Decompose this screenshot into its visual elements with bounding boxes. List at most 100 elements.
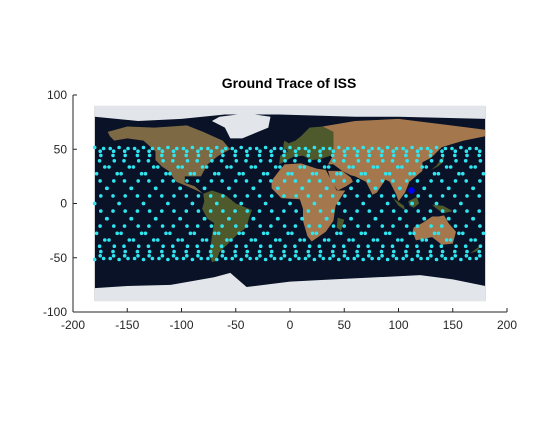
trace-point: [208, 249, 213, 254]
trace-point: [160, 224, 165, 228]
trace-point: [464, 149, 469, 153]
trace-point: [269, 224, 273, 228]
trace-point: [294, 153, 298, 158]
trace-point: [367, 209, 372, 213]
x-tick-label: -150: [115, 318, 139, 332]
trace-point: [290, 171, 294, 176]
trace-point: [293, 244, 297, 248]
trace-point: [283, 244, 287, 248]
trace-point: [381, 244, 385, 248]
trace-point: [429, 244, 434, 248]
trace-point: [172, 209, 176, 213]
trace-point: [440, 194, 445, 198]
trace-point: [307, 224, 311, 228]
trace-point: [244, 244, 248, 248]
current-position-layer: [408, 187, 415, 194]
trace-point: [298, 165, 302, 169]
arabia: [328, 170, 353, 191]
trace-point: [265, 171, 270, 176]
trace-point: [359, 171, 364, 176]
trace-point: [254, 256, 259, 261]
trace-point: [261, 171, 266, 176]
trace-point: [103, 165, 107, 169]
trace-point: [440, 149, 444, 153]
trace-point: [161, 159, 165, 163]
trace-point: [161, 244, 165, 248]
trace-point: [324, 216, 329, 221]
trace-point: [273, 165, 278, 169]
trace-point: [306, 194, 311, 198]
trace-point: [425, 146, 430, 151]
trace-point: [123, 153, 127, 158]
trace-point: [330, 153, 335, 158]
trace-point: [219, 159, 224, 163]
trace-point: [171, 149, 176, 153]
trace-point: [257, 209, 262, 213]
trace-point: [448, 165, 453, 169]
trace-point: [478, 244, 483, 248]
trace-point: [404, 254, 409, 258]
trace-point: [318, 249, 323, 254]
trace-point: [318, 254, 322, 258]
trace-point: [108, 256, 112, 261]
trace-point: [172, 194, 176, 198]
trace-point: [342, 224, 347, 228]
trace-point: [371, 165, 376, 169]
trace-point: [111, 149, 116, 153]
trace-point: [147, 194, 152, 198]
trace-point: [322, 165, 327, 169]
trace-point: [293, 224, 298, 228]
trace-point: [390, 159, 395, 163]
trace-point: [166, 201, 170, 206]
trace-point: [349, 216, 353, 221]
trace-point: [229, 165, 233, 169]
trace-point: [343, 209, 347, 213]
trace-point: [245, 153, 250, 158]
trace-point: [331, 149, 336, 153]
trace-point: [157, 256, 161, 261]
trace-point: [115, 231, 119, 236]
trace-point: [216, 231, 221, 236]
trace-point: [154, 216, 158, 221]
trace-point: [461, 171, 465, 176]
trace-point: [408, 171, 412, 176]
trace-point: [355, 254, 360, 258]
trace-point: [428, 153, 433, 158]
trace-point: [196, 149, 200, 153]
trace-point: [257, 249, 262, 254]
trace-point: [412, 171, 416, 176]
trace-point: [332, 244, 336, 248]
trace-point: [131, 238, 136, 242]
trace-point: [216, 171, 221, 176]
trace-point: [404, 249, 408, 254]
trace-point: [272, 146, 277, 151]
trace-point: [248, 146, 252, 151]
trace-point: [115, 171, 119, 176]
iss-current-position-marker: [408, 187, 415, 194]
trace-point: [420, 238, 425, 242]
trace-point: [160, 194, 164, 198]
trace-point: [380, 254, 384, 258]
trace-point: [361, 201, 366, 206]
trace-point: [135, 153, 140, 158]
trace-point: [204, 165, 209, 169]
trace-point: [160, 209, 164, 213]
trace-point: [405, 244, 410, 248]
trace-point: [117, 145, 121, 150]
trace-point: [184, 249, 188, 254]
trace-point: [439, 159, 444, 163]
trace-point: [269, 194, 274, 198]
trace-point: [123, 209, 127, 213]
trace-point: [98, 254, 102, 258]
trace-point: [215, 201, 219, 206]
trace-point: [349, 186, 354, 191]
trace-point: [318, 153, 323, 158]
trace-point: [392, 249, 396, 254]
trace-point: [440, 179, 444, 183]
trace-point: [244, 254, 249, 258]
trace-point: [461, 231, 465, 236]
trace-point: [347, 238, 351, 242]
trace-point: [328, 146, 332, 151]
trace-point: [447, 186, 451, 191]
trace-point: [318, 209, 323, 213]
